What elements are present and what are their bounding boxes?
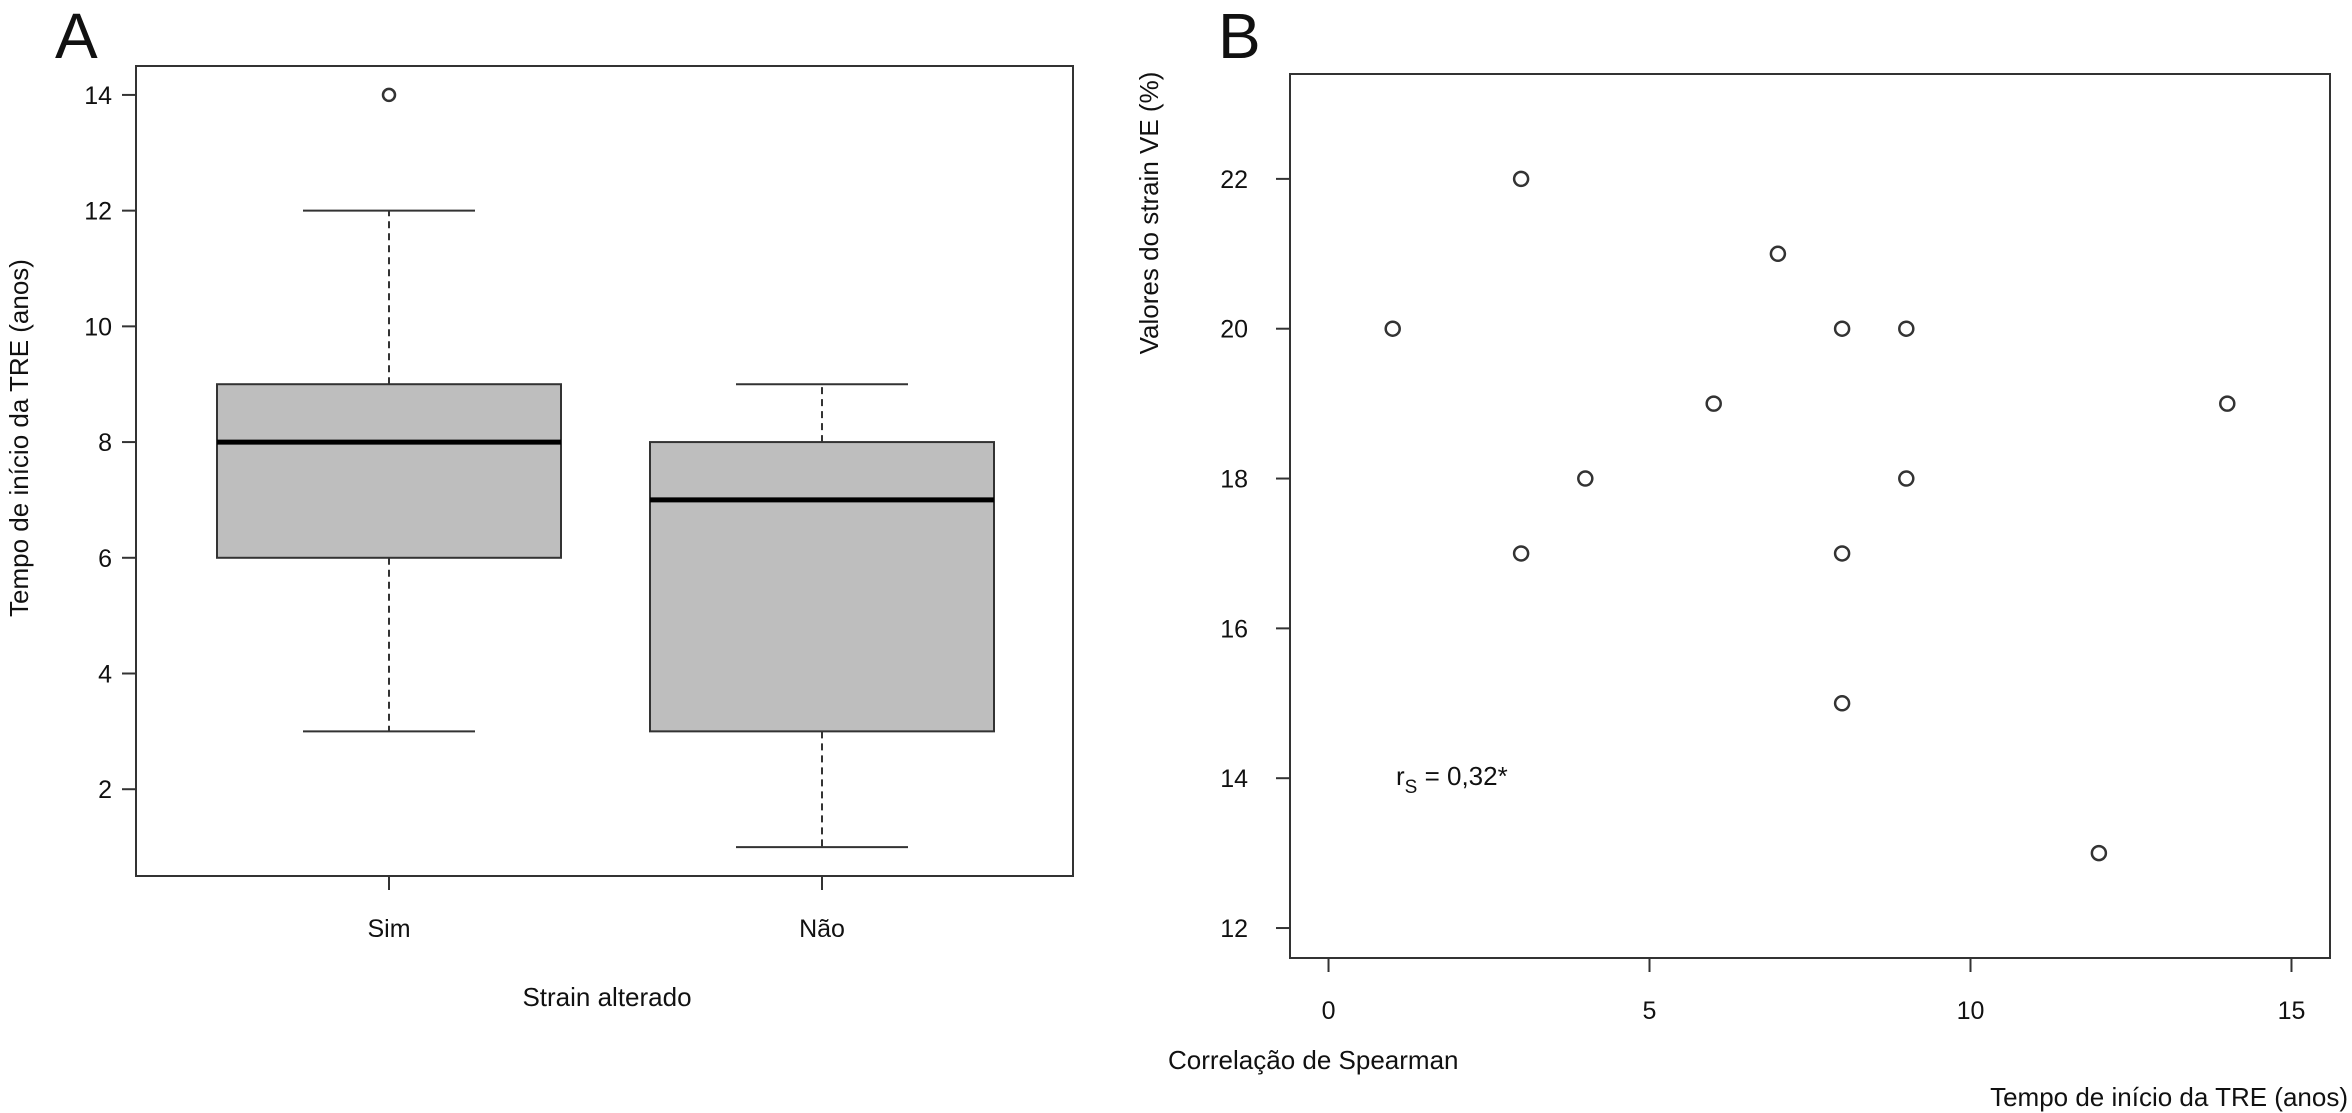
panel-a-y-tick-label: 12 <box>84 198 112 226</box>
panel-a-y-tick-label: 14 <box>84 82 112 110</box>
panel-a-plot: 2 4 6 8 10 12 14 Sim Não <box>84 65 1074 943</box>
panel-b-x-tick-label: 15 <box>2278 997 2306 1025</box>
panel-b-caption: Correlação de Spearman <box>1168 1045 1459 1075</box>
box-outlier-point <box>381 87 397 103</box>
panel-b-y-tick-label: 16 <box>1220 615 1248 643</box>
scatter-point <box>1512 170 1530 188</box>
panel-a-x-axis-title: Strain alterado <box>522 982 691 1012</box>
scatter-point <box>1833 320 1851 337</box>
panel-b-y-tick-label: 12 <box>1220 915 1248 943</box>
scatter-point <box>1898 470 1915 487</box>
panel-b-plot: 12 14 16 18 20 22 0 5 10 15 <box>1220 73 2331 1025</box>
scatter-point <box>1833 545 1851 562</box>
panel-a-y-axis-title: Tempo de início da TRE (anos) <box>4 259 34 617</box>
box-body <box>649 441 995 733</box>
panel-a-x-tick-label: Sim <box>367 915 410 943</box>
panel-b-y-tick-label: 18 <box>1220 466 1248 494</box>
panel-b-x-axis-title: Tempo de início da TRE (anos) <box>1990 1082 2348 1112</box>
panel-a-y-tick-label: 6 <box>98 545 112 573</box>
scatter-point <box>2090 844 2108 862</box>
scatter-point <box>1512 545 1530 562</box>
panel-b-y-tick-label: 22 <box>1220 166 1248 194</box>
panel-b-x-tick-label: 5 <box>1643 997 1657 1025</box>
panel-b-y-axis-title: Valores do strain VE (%) <box>1134 72 1164 355</box>
panel-b-x-tick-label: 0 <box>1322 997 1336 1025</box>
scatter-point <box>2219 395 2236 412</box>
panel-a-y-tick-label: 10 <box>84 313 112 341</box>
panel-a-y-tick-label: 2 <box>98 776 112 804</box>
panel-a-y-tick-label: 8 <box>98 429 112 457</box>
panel-b-label: B <box>1218 0 1261 72</box>
scatter-point <box>1705 395 1722 412</box>
scatter-point <box>1577 470 1594 487</box>
scatter-point <box>1833 695 1851 712</box>
panel-b-y-tick-label: 14 <box>1220 765 1248 793</box>
panel-a-y-tick-label: 4 <box>98 661 112 689</box>
scatter-point <box>1769 245 1787 263</box>
panel-a-label: A <box>55 0 98 72</box>
panel-b-frame <box>1289 73 2331 959</box>
box-body <box>216 383 562 559</box>
scatter-point <box>1898 320 1915 337</box>
panel-a-frame <box>135 65 1074 877</box>
panel-b-y-tick-label: 20 <box>1220 316 1248 344</box>
panel-a-x-tick-label: Não <box>799 915 845 943</box>
panel-b-annotation: rS = 0,32* <box>1396 761 1508 798</box>
panel-b-x-tick-label: 10 <box>1957 997 1985 1025</box>
scatter-point <box>1384 320 1401 337</box>
